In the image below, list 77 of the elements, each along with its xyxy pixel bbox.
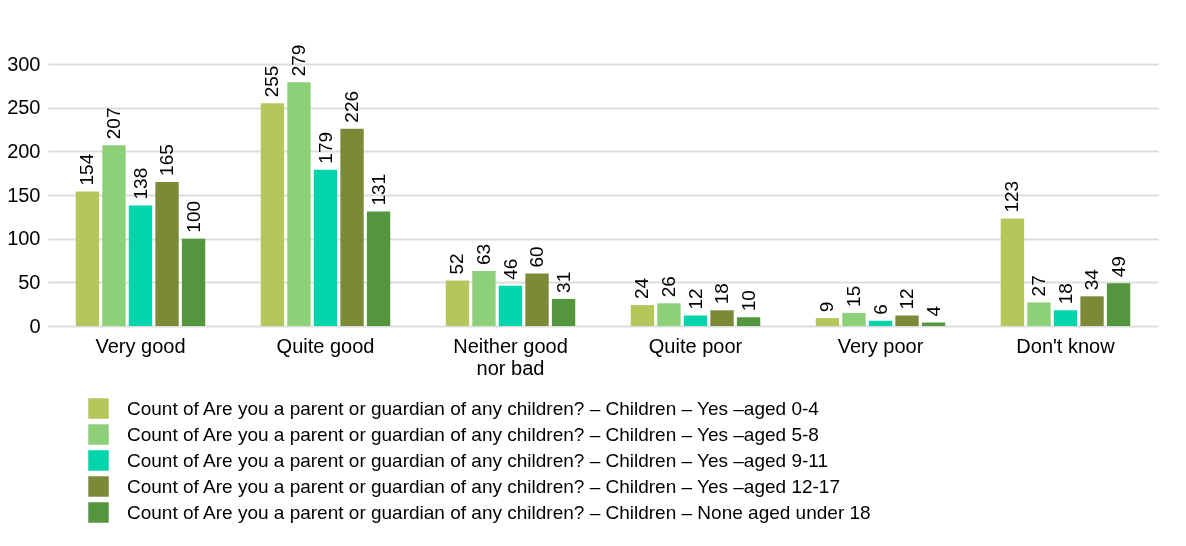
data-label: 165 (156, 144, 178, 176)
data-label: 123 (1001, 180, 1023, 213)
data-label: 207 (102, 107, 124, 140)
bar (155, 181, 179, 326)
bar (313, 169, 338, 326)
data-label: 46 (499, 258, 521, 280)
data-label: 100 (182, 200, 204, 233)
legend-label: Count of Are you a parent or guardian of any children? – Children – Yes –aged 0-4 (127, 397, 820, 419)
y-tick-label: 100 (7, 227, 41, 250)
bar (1080, 296, 1104, 326)
legend-label: Count of Are you a parent or guardian of any children? – Children – Yes –aged 9-11 (127, 449, 829, 471)
y-tick-label: 250 (7, 96, 41, 119)
bar (525, 273, 549, 326)
data-label: 31 (552, 271, 574, 293)
bar (1027, 302, 1051, 326)
data-label: 6 (869, 304, 891, 315)
data-label: 24 (631, 277, 653, 300)
bar (498, 285, 523, 326)
data-label: 15 (842, 285, 864, 307)
data-label: 49 (1107, 256, 1129, 278)
bar (551, 298, 576, 326)
x-tick-label: Don't know (1016, 334, 1116, 357)
bar (630, 305, 655, 326)
data-label: 12 (896, 288, 918, 310)
data-label: 4 (922, 305, 944, 317)
y-tick-label: 150 (7, 183, 41, 206)
x-tick-label: Very good (95, 334, 186, 357)
bar (1000, 218, 1025, 326)
data-label: 26 (657, 276, 679, 298)
bar (287, 82, 311, 326)
bar (683, 315, 708, 326)
bar (472, 270, 496, 326)
legend-label: Count of Are you a parent or guardian of any children? – Children – None aged under 18 (127, 501, 871, 523)
bar (128, 205, 153, 326)
legend-label: Count of Are you a parent or guardian of any children? – Children – Yes –aged 12-17 (127, 475, 841, 497)
data-label: 52 (446, 253, 468, 275)
data-label: 12 (684, 288, 706, 310)
y-tick-label: 0 (29, 314, 41, 337)
data-label: 18 (711, 283, 733, 305)
data-label: 60 (526, 246, 548, 268)
x-tick-label: Quite poor (648, 334, 743, 357)
data-label: 27 (1027, 275, 1049, 297)
data-label: 18 (1054, 283, 1076, 305)
bar (842, 312, 866, 326)
bar (260, 103, 285, 326)
bar (445, 280, 470, 326)
bar (1053, 310, 1078, 326)
bar (895, 315, 919, 326)
bar (1106, 283, 1131, 326)
y-tick-label: 300 (7, 52, 41, 75)
bar (868, 320, 893, 326)
data-label: 255 (261, 65, 283, 98)
bar (657, 303, 681, 326)
y-tick-label: 50 (18, 270, 41, 293)
bar (102, 145, 126, 326)
x-tick-label: Neither good nor bad (453, 334, 568, 379)
data-label: 138 (129, 167, 151, 200)
x-tick-label: Very poor (837, 334, 924, 357)
legend-label: Count of Are you a parent or guardian of any children? – Children – Yes –aged 5-8 (127, 423, 819, 445)
x-tick-label: Quite good (276, 334, 375, 357)
y-tick-label: 200 (7, 139, 41, 162)
data-label: 10 (737, 290, 759, 312)
bar (181, 238, 206, 326)
bar (815, 318, 840, 326)
bar (340, 128, 364, 326)
data-label: 179 (314, 131, 336, 164)
bar (736, 317, 761, 326)
data-label: 154 (76, 153, 98, 186)
data-label: 279 (287, 44, 309, 77)
bar (366, 211, 391, 326)
bar (75, 191, 100, 326)
bar (710, 310, 734, 326)
data-label: 131 (367, 173, 389, 206)
data-label: 9 (816, 301, 838, 313)
data-label: 63 (472, 243, 494, 265)
data-label: 226 (341, 90, 363, 123)
data-label: 34 (1081, 268, 1103, 291)
